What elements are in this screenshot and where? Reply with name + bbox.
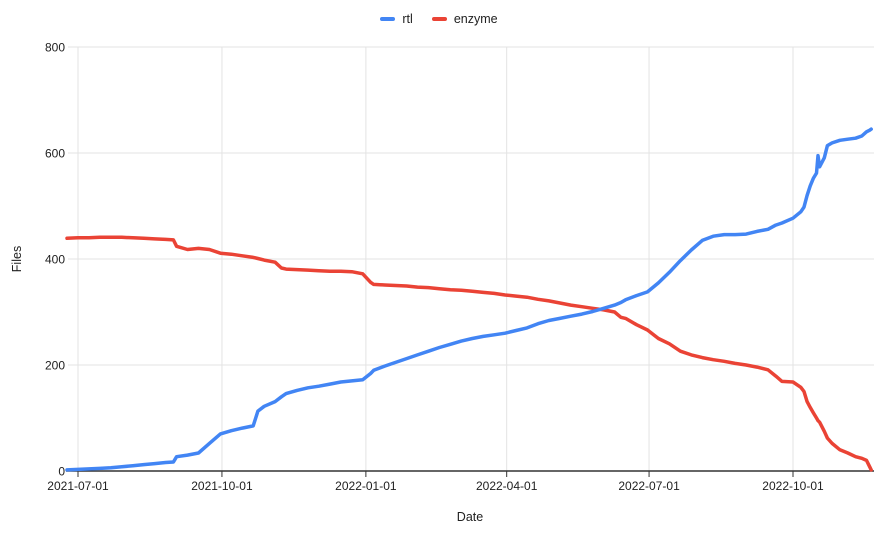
x-tick-label: 2022-01-01 [335,479,397,493]
legend-item-enzyme: enzyme [431,12,498,26]
legend-label-rtl: rtl [402,12,413,26]
legend: rtl enzyme [0,11,878,27]
y-tick-label: 600 [45,147,65,161]
series-line-rtl [65,127,873,472]
legend-swatch-rtl-icon [380,17,396,21]
y-tick-label: 800 [45,41,65,55]
series-line-enzyme [65,235,873,472]
y-axis-title: Files [10,245,24,273]
x-tick-label: 2021-10-01 [191,479,253,493]
x-tick-label: 2022-04-01 [476,479,538,493]
y-tick-label: 0 [58,465,65,479]
legend-label-enzyme: enzyme [453,12,498,26]
x-tick-label: 2022-10-01 [762,479,824,493]
x-axis-title: Date [456,510,484,524]
legend-swatch-enzyme-icon [431,17,447,21]
y-tick-label: 200 [45,359,65,373]
x-tick-label: 2022-07-01 [618,479,680,493]
y-tick-label: 400 [45,253,65,267]
legend-item-rtl: rtl [380,12,413,26]
x-tick-label: 2021-07-01 [47,479,109,493]
